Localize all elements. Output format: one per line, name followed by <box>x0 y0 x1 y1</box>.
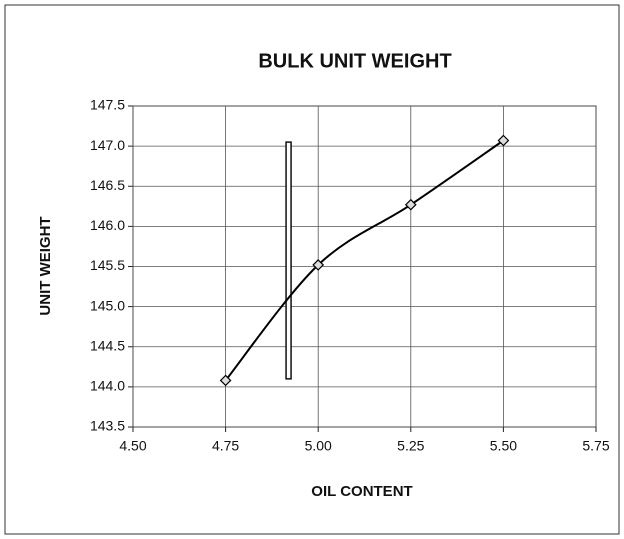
y-tick-label: 147.0 <box>90 137 125 153</box>
x-tick-label: 5.25 <box>397 438 424 454</box>
x-tick-label: 4.50 <box>119 438 146 454</box>
x-tick-label: 5.00 <box>305 438 332 454</box>
x-tick-label: 5.50 <box>490 438 517 454</box>
point-marker <box>312 259 325 271</box>
chart-border <box>4 4 620 535</box>
y-tick-label: 145.0 <box>90 297 125 313</box>
series-line <box>224 139 504 382</box>
y-tick-label: 146.0 <box>90 217 125 233</box>
x-tick-label: 5.75 <box>582 438 609 454</box>
y-tick-label: 146.5 <box>90 177 125 193</box>
point-marker <box>404 198 417 211</box>
point-marker <box>497 134 510 147</box>
point-marker <box>219 374 232 387</box>
chart-title: BULK UNIT WEIGHT <box>258 50 451 72</box>
y-tick-label: 144.0 <box>90 378 125 394</box>
y-tick-label: 145.5 <box>90 257 125 273</box>
x-axis-label: OIL CONTENT <box>311 483 412 500</box>
y-tick-label: 147.5 <box>90 97 125 113</box>
y-axis-label: UNIT WEIGHT <box>37 216 54 315</box>
marker-line <box>285 141 292 380</box>
y-tick-label: 143.5 <box>90 418 125 434</box>
x-tick-label: 4.75 <box>212 438 239 454</box>
y-tick-label: 144.5 <box>90 337 125 353</box>
